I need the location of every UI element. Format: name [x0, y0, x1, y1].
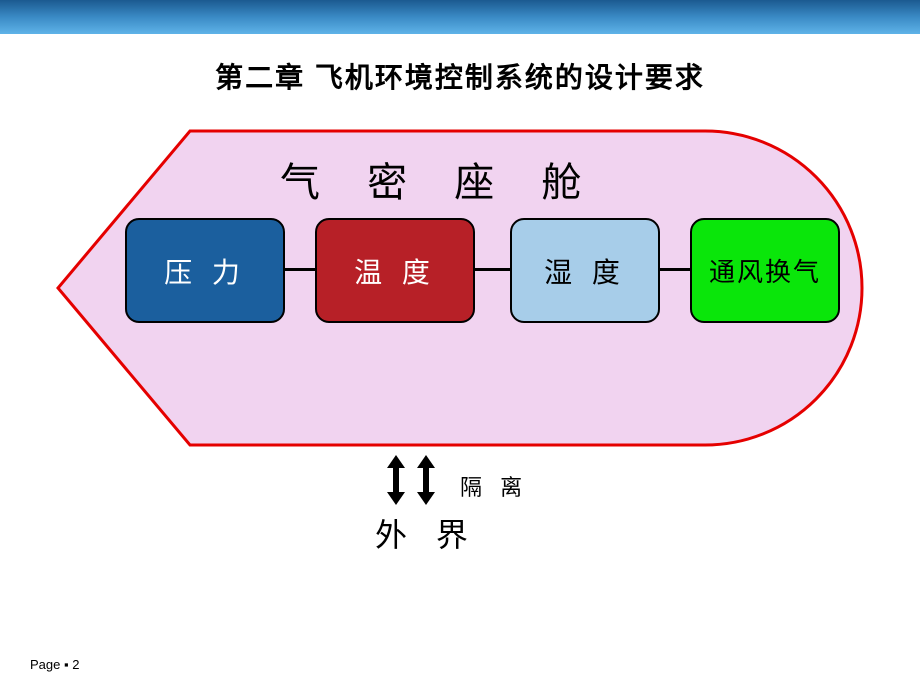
slide-title: 第二章 飞机环境控制系统的设计要求: [0, 56, 920, 96]
isolation-label: 隔 离: [460, 470, 528, 502]
top-banner: [0, 0, 920, 34]
isolation-arrows: [385, 455, 437, 505]
page-number: Page ▪ 2: [30, 657, 79, 672]
outside-label: 外 界: [375, 510, 478, 556]
cabin-label: 气 密 座 舱: [280, 150, 599, 208]
box-ventilation-label: 通风换气: [709, 252, 821, 289]
box-temperature-label: 温 度: [354, 251, 436, 291]
box-pressure-label: 压 力: [164, 251, 246, 291]
double-arrow-icon: [415, 455, 437, 505]
connector-2: [475, 268, 510, 271]
box-ventilation: 通风换气: [690, 218, 840, 323]
connector-1: [285, 268, 315, 271]
box-humidity-label: 湿 度: [544, 251, 626, 291]
box-pressure: 压 力: [125, 218, 285, 323]
connector-3: [660, 268, 690, 271]
box-temperature: 温 度: [315, 218, 475, 323]
double-arrow-icon: [385, 455, 407, 505]
box-humidity: 湿 度: [510, 218, 660, 323]
